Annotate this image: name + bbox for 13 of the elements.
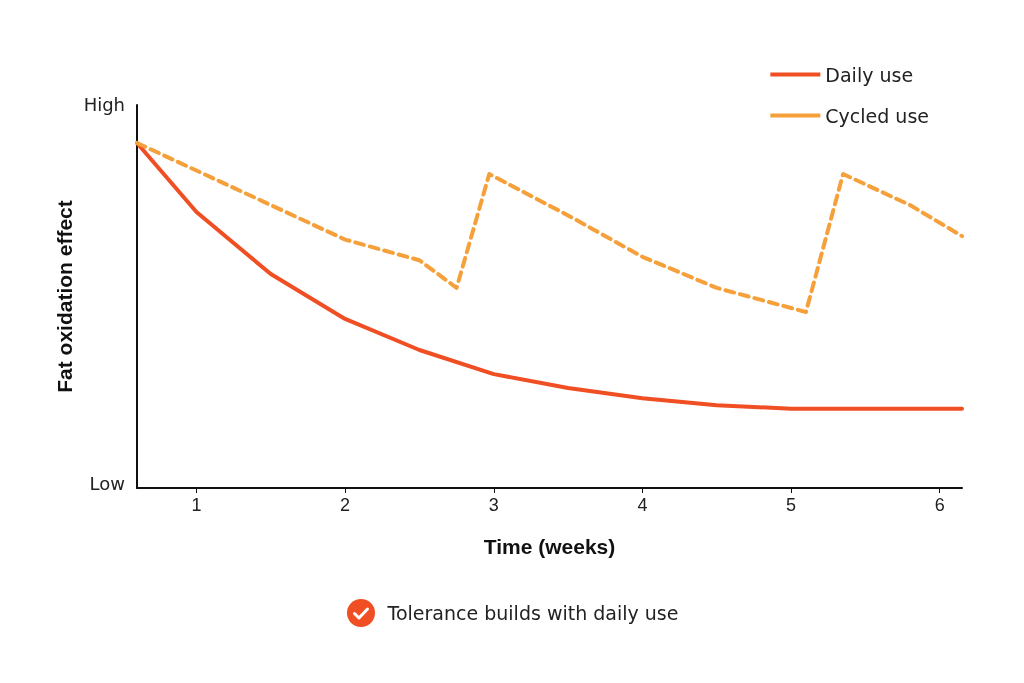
x-axis-title: Time (weeks) bbox=[483, 535, 616, 558]
text: Tolerance builds with daily use bbox=[387, 602, 679, 624]
x-tick-label: 5 bbox=[786, 495, 797, 515]
y-axis-title: Fat oxidation effect bbox=[53, 200, 76, 393]
legend-label: Daily use bbox=[825, 63, 914, 86]
x-tick-label: 2 bbox=[340, 495, 351, 515]
x-tick-label: 1 bbox=[191, 495, 202, 515]
x-tick-label: 3 bbox=[488, 495, 499, 515]
text: High bbox=[83, 93, 125, 115]
x-tick-label: 6 bbox=[934, 495, 945, 515]
x-tick-label: 4 bbox=[637, 495, 648, 515]
legend-label: Cycled use bbox=[825, 104, 929, 127]
text: Low bbox=[89, 472, 126, 494]
